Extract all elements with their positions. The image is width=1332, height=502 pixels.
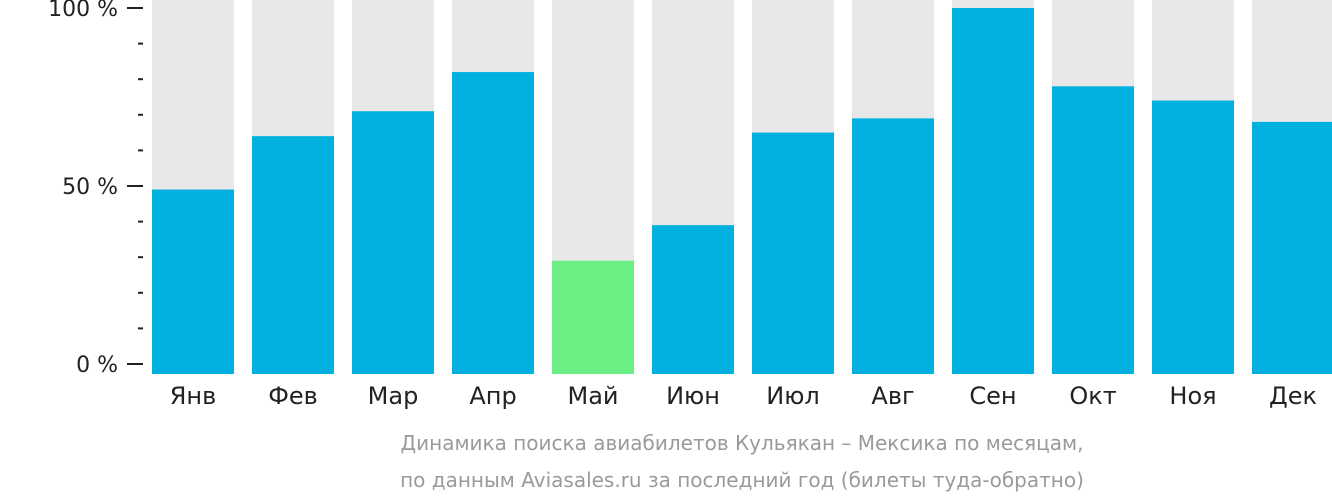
x-tick-label: Сен — [969, 382, 1016, 410]
data-bars — [152, 8, 1332, 375]
x-tick-label: Фев — [268, 382, 318, 410]
y-tick-label: 100 % — [48, 0, 118, 22]
data-bar — [152, 189, 234, 374]
data-bar — [1252, 121, 1332, 374]
y-tick-label: 0 % — [76, 353, 118, 378]
data-bar — [352, 111, 434, 375]
x-tick-label: Апр — [469, 382, 516, 410]
x-tick-label: Мар — [368, 382, 419, 410]
chart-caption-line-2: по данным Aviasales.ru за последний год … — [400, 468, 1084, 492]
data-bar — [552, 260, 634, 374]
x-tick-label: Дек — [1269, 382, 1317, 410]
x-tick-label: Ноя — [1169, 382, 1216, 410]
x-tick-label: Июл — [766, 382, 820, 410]
data-bar — [452, 72, 534, 374]
data-bar — [752, 132, 834, 374]
data-bar — [852, 118, 934, 374]
data-bar — [652, 225, 734, 374]
data-bar — [1052, 86, 1134, 374]
data-bar — [1152, 100, 1234, 374]
x-tick-label: Окт — [1069, 382, 1116, 410]
x-tick-label: Янв — [170, 382, 217, 410]
x-axis-labels: Янв Фев Мар Апр Май Июн Июл Авг Сен Окт Ноя Дек — [170, 382, 1317, 410]
data-bar — [952, 8, 1034, 374]
x-tick-label: Май — [567, 382, 618, 410]
y-axis: 0 % 50 % 100 % — [48, 0, 143, 378]
x-tick-label: Июн — [666, 382, 720, 410]
chart-caption-line-1: Динамика поиска авиабилетов Кульякан – М… — [400, 431, 1084, 455]
x-tick-label: Авг — [871, 382, 914, 410]
y-tick-label: 50 % — [62, 175, 118, 200]
data-bar — [252, 136, 334, 374]
